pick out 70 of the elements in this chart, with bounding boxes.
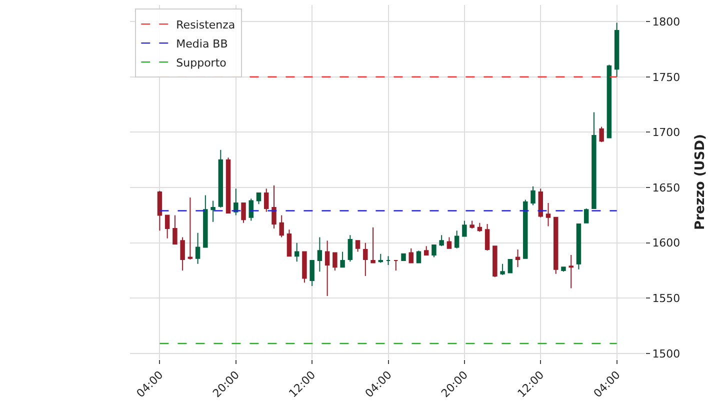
- candlestick: [195, 232, 200, 264]
- candlestick: [446, 236, 452, 249]
- candlestick: [592, 112, 596, 210]
- candlestick: [294, 242, 300, 262]
- candlestick: [484, 224, 490, 252]
- candlestick: [530, 186, 536, 206]
- candlestick: [272, 184, 276, 229]
- candlestick: [546, 202, 551, 227]
- candlestick: [164, 214, 170, 239]
- candlestick: [324, 240, 330, 296]
- candlestick: [462, 220, 467, 237]
- candlestick: [317, 236, 322, 272]
- legend-label: Supporto: [176, 56, 227, 70]
- candlestick: [408, 248, 414, 264]
- candlestick: [568, 254, 574, 289]
- y-tick-label: 1700: [652, 126, 680, 140]
- candlestick: [378, 253, 384, 264]
- y-tick-label: 1550: [652, 292, 680, 306]
- candlestick: [523, 199, 528, 259]
- candlestick: [264, 188, 269, 212]
- candlestick: [241, 202, 246, 224]
- candlestick: [424, 246, 429, 256]
- candlestick: [210, 200, 216, 222]
- candlestick: [348, 234, 353, 262]
- candlestick: [370, 226, 376, 264]
- candlestick: [416, 250, 422, 264]
- candlestick: [157, 190, 162, 232]
- candlestick: [492, 246, 498, 278]
- legend-label: Resistenza: [176, 18, 236, 32]
- y-tick-label: 1500: [652, 347, 680, 360]
- candlestick: [454, 230, 460, 249]
- candlestick: [606, 64, 612, 138]
- candlestick: [203, 194, 208, 248]
- y-tick-label: 1650: [652, 181, 680, 194]
- candlestick: [515, 248, 520, 268]
- candlestick: [538, 188, 543, 218]
- candlestick: [508, 258, 513, 274]
- candlestick: [218, 149, 224, 208]
- candlestick: [355, 240, 360, 252]
- legend-label: Media BB: [176, 37, 228, 50]
- candlestick: [286, 229, 292, 257]
- candlestick: [386, 256, 391, 266]
- candlestick: [172, 214, 178, 244]
- candlestick: [279, 214, 284, 238]
- candlestick: [340, 251, 345, 268]
- candlestick: [432, 244, 436, 258]
- y-tick-label: 1600: [652, 236, 680, 250]
- y-tick-label: 1750: [652, 70, 680, 84]
- candlestick: [332, 252, 338, 271]
- candlestick: [614, 22, 620, 78]
- candlestick: [256, 192, 262, 205]
- candlestick: [302, 251, 307, 284]
- candlestick: [470, 220, 474, 229]
- candlestick: [394, 260, 398, 271]
- candlestick: [599, 126, 604, 143]
- y-tick-label: 1800: [652, 15, 680, 28]
- candlestick: [561, 266, 566, 272]
- y-axis-title: Prezzo (USD): [692, 134, 708, 230]
- candlestick: [500, 263, 505, 276]
- candlestick: [439, 234, 444, 247]
- candlestick: [576, 224, 582, 270]
- candlestick: [310, 260, 314, 286]
- candlestick: [584, 208, 589, 224]
- candlestick: [477, 222, 482, 232]
- candlestick: [188, 196, 193, 260]
- candlestick: [180, 236, 185, 271]
- candlestick: [226, 157, 231, 214]
- candlestick: [554, 216, 558, 274]
- candlestick: [363, 242, 368, 277]
- candlestick: [401, 253, 406, 262]
